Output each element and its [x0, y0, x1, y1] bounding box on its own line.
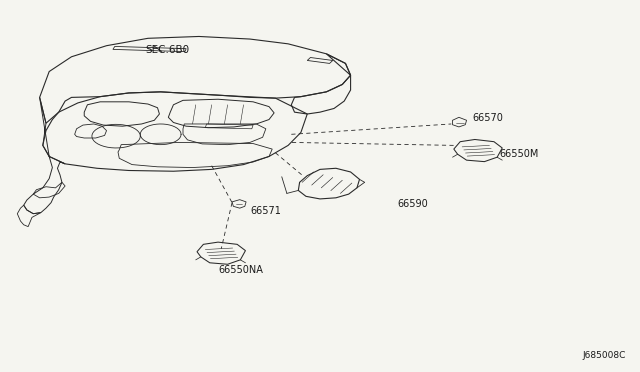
Text: 66590: 66590	[397, 199, 429, 209]
Text: 66570: 66570	[472, 113, 503, 123]
Text: 66571: 66571	[250, 206, 281, 216]
Text: 66550M: 66550M	[499, 149, 538, 159]
Text: J685008C: J685008C	[582, 350, 626, 359]
Text: SEC.6B0: SEC.6B0	[145, 45, 189, 55]
Text: 66550NA: 66550NA	[218, 265, 263, 275]
